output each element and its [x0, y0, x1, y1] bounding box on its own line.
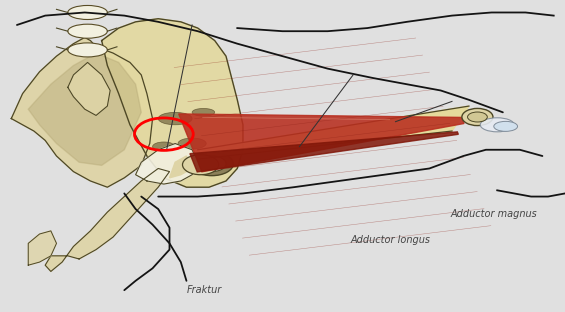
Ellipse shape [68, 43, 107, 57]
Ellipse shape [468, 112, 487, 122]
Text: Adductor longus: Adductor longus [350, 235, 431, 245]
Polygon shape [45, 168, 170, 271]
Polygon shape [11, 37, 153, 187]
Polygon shape [190, 132, 458, 172]
Ellipse shape [68, 24, 107, 38]
Ellipse shape [178, 138, 206, 149]
Circle shape [182, 155, 219, 175]
Polygon shape [28, 53, 141, 165]
Text: Adductor magnus: Adductor magnus [450, 209, 537, 219]
Polygon shape [198, 106, 469, 159]
Circle shape [198, 156, 226, 172]
Polygon shape [68, 62, 110, 115]
Polygon shape [179, 114, 464, 172]
Ellipse shape [192, 109, 215, 116]
Ellipse shape [494, 121, 518, 131]
Polygon shape [102, 19, 243, 187]
Polygon shape [170, 156, 192, 178]
Circle shape [190, 152, 233, 176]
Ellipse shape [462, 108, 493, 126]
Text: Fraktur: Fraktur [186, 285, 221, 295]
Ellipse shape [480, 118, 514, 132]
Ellipse shape [68, 6, 107, 19]
Polygon shape [28, 231, 56, 265]
Ellipse shape [153, 142, 175, 151]
Ellipse shape [158, 112, 192, 125]
Polygon shape [136, 144, 198, 184]
